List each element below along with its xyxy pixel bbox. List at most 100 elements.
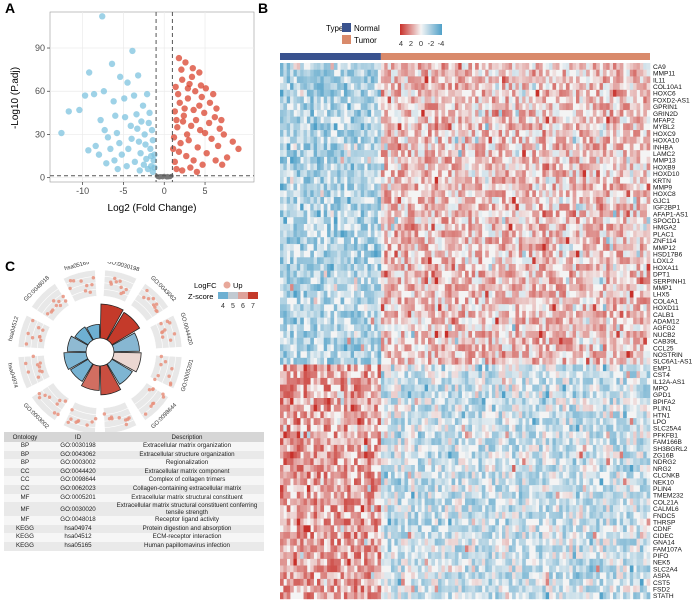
heatmap-cell	[391, 297, 395, 305]
heatmap-cell	[424, 297, 429, 305]
heatmap-cell	[384, 190, 388, 198]
heatmap-cell	[518, 197, 523, 204]
heatmap-cell	[290, 156, 294, 164]
heatmap-cell	[421, 364, 425, 372]
heatmap-cell	[643, 384, 647, 392]
heatmap-cell	[387, 210, 392, 218]
heatmap-cell	[465, 257, 469, 265]
volcano-point-up	[185, 137, 192, 144]
heatmap-cell	[293, 418, 298, 425]
heatmap-cell	[562, 150, 567, 157]
heatmap-cell	[458, 284, 462, 291]
heatmap-cell	[384, 257, 388, 265]
heatmap-cell	[306, 304, 311, 312]
heatmap-cell	[458, 89, 462, 97]
heatmap-cell	[609, 284, 614, 291]
heatmap-cell	[367, 217, 372, 224]
heatmap-cell	[340, 418, 345, 425]
heatmap-cell	[485, 130, 489, 137]
heatmap-cell	[286, 197, 291, 204]
heatmap-cell	[370, 237, 375, 245]
heatmap-cell	[512, 391, 516, 399]
volcano-point-up	[177, 139, 184, 147]
heatmap-cell	[481, 317, 486, 325]
heatmap-cell	[623, 277, 627, 285]
heatmap-cell	[333, 337, 338, 345]
heatmap-cell	[280, 217, 284, 224]
heatmap-cell	[357, 170, 362, 178]
heatmap-cell	[616, 377, 621, 385]
heatmap-cell	[488, 337, 493, 345]
heatmap-cell	[454, 344, 459, 352]
heatmap-cell	[592, 223, 597, 231]
heatmap-cell	[613, 197, 617, 204]
heatmap-cell	[616, 197, 621, 204]
heatmap-cell	[397, 230, 402, 238]
heatmap-cell	[414, 230, 419, 238]
heatmap-cell	[542, 337, 547, 345]
heatmap-cell	[434, 297, 439, 305]
heatmap-cell	[515, 96, 520, 104]
heatmap-cell	[360, 217, 365, 224]
volcano-point-down	[125, 145, 132, 153]
heatmap-cell	[397, 290, 402, 298]
heatmap-cell	[444, 136, 449, 144]
heatmap-cell	[323, 203, 328, 211]
heatmap-cell	[589, 83, 594, 90]
heatmap-cell	[555, 109, 560, 117]
heatmap-cell	[639, 143, 644, 151]
heatmap-cell	[582, 190, 587, 198]
heatmap-cell	[320, 89, 325, 97]
heatmap-cell	[626, 250, 631, 258]
heatmap-cell	[636, 331, 641, 338]
heatmap-cell	[306, 344, 311, 352]
heatmap-cell	[643, 203, 647, 211]
heatmap-cell	[360, 130, 365, 137]
heatmap-cell	[623, 96, 627, 104]
heatmap-cell	[380, 96, 385, 104]
heatmap-cell	[572, 176, 577, 184]
heatmap-cell	[360, 109, 365, 117]
heatmap-cell	[330, 190, 335, 198]
heatmap-cell	[599, 123, 604, 131]
heatmap-cell	[384, 337, 388, 345]
heatmap-cell	[629, 404, 634, 412]
heatmap-cell	[458, 150, 462, 157]
heatmap-cell	[461, 223, 466, 231]
heatmap-cell	[636, 163, 641, 171]
heatmap-cell	[518, 297, 523, 305]
heatmap-cell	[478, 411, 483, 419]
heatmap-cell	[350, 297, 355, 305]
heatmap-cell	[606, 317, 610, 325]
heatmap-cell	[317, 203, 321, 211]
heatmap-cell	[444, 324, 449, 332]
heatmap-cell	[313, 377, 318, 385]
heatmap-cell	[364, 103, 368, 111]
heatmap-cell	[458, 210, 462, 218]
volcano-point-up	[188, 73, 196, 81]
heatmap-cell	[454, 183, 459, 191]
heatmap-cell	[478, 384, 483, 392]
heatmap-cell	[411, 310, 415, 318]
heatmap-cell	[498, 163, 503, 171]
heatmap-cell	[461, 324, 466, 332]
heatmap-cell	[310, 391, 314, 399]
heatmap-cell	[491, 337, 496, 345]
heatmap-cell	[599, 371, 604, 379]
heatmap-cell	[280, 203, 284, 211]
heatmap-cell	[471, 76, 476, 84]
heatmap-cell	[572, 156, 577, 164]
heatmap-cell	[579, 364, 584, 372]
heatmap-cell	[629, 63, 634, 70]
heatmap-cell	[505, 344, 510, 352]
heatmap-cell	[320, 331, 325, 338]
heatmap-cell	[592, 371, 597, 379]
heatmap-cell	[602, 317, 607, 325]
panel-letter-a: A	[5, 0, 16, 16]
heatmap-cell	[589, 63, 594, 70]
heatmap-cell	[589, 270, 594, 278]
heatmap-cell	[535, 310, 540, 318]
heatmap-cell	[623, 203, 627, 211]
heatmap-cell	[562, 384, 567, 392]
heatmap-cell	[401, 377, 405, 385]
